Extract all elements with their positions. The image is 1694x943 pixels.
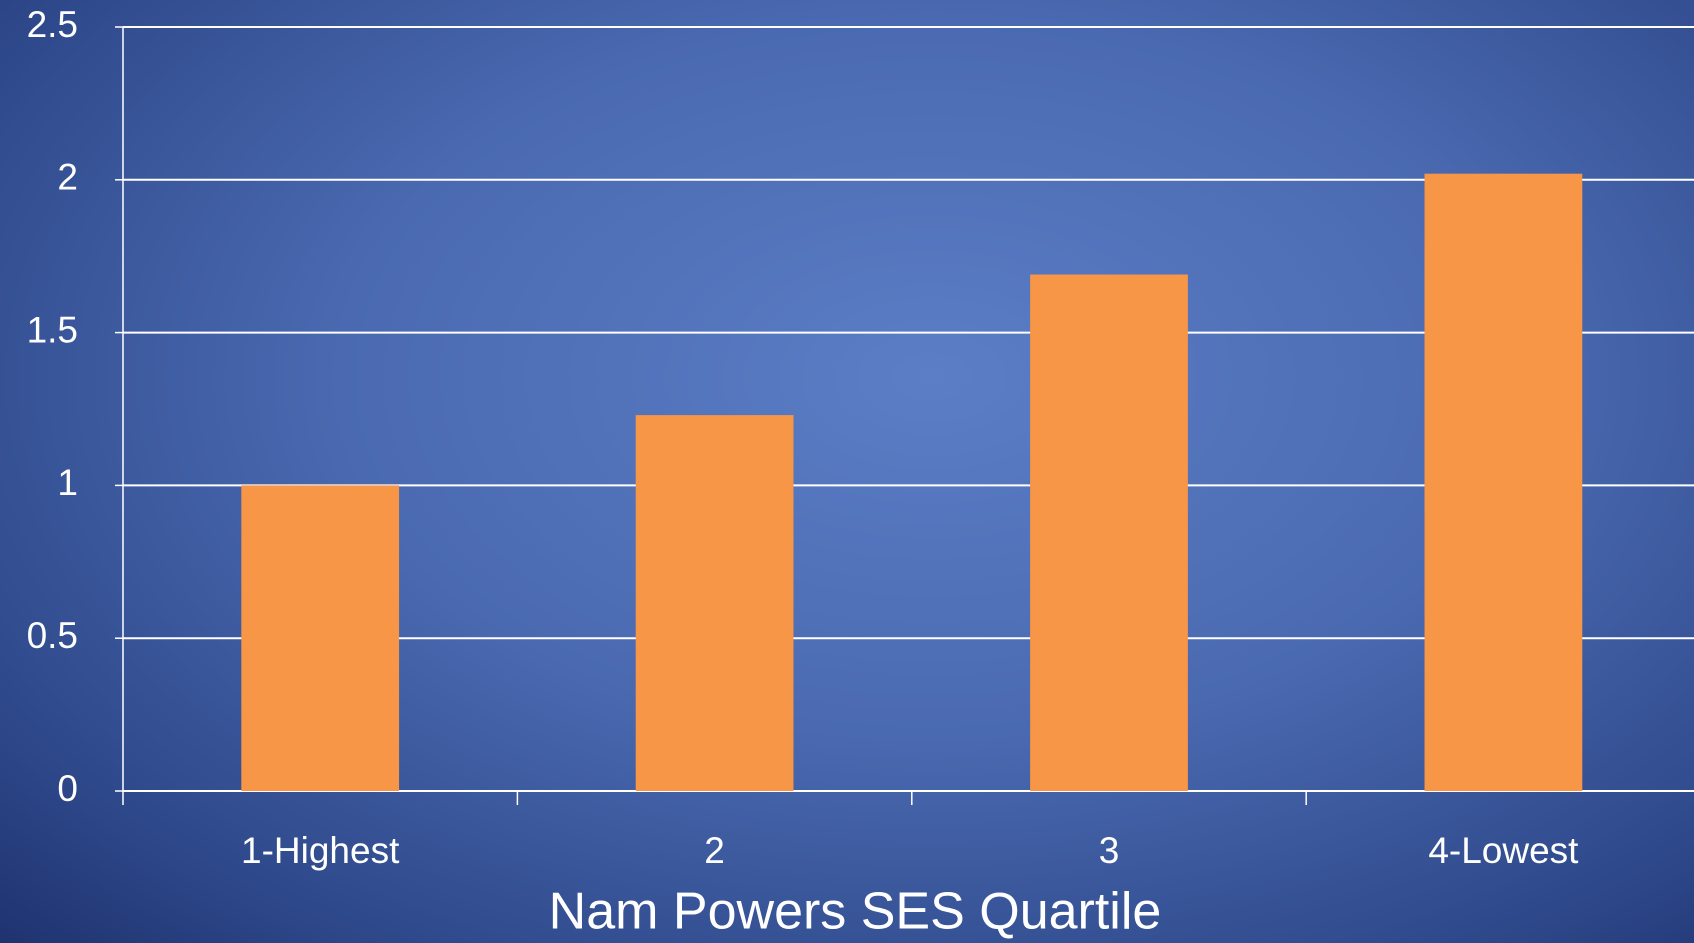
y-tick-label: 1: [57, 462, 78, 503]
bar: [635, 415, 794, 791]
x-axis-title: Nam Powers SES Quartile: [549, 883, 1162, 941]
y-tick-label: 0.5: [27, 615, 78, 656]
x-tick-label: 2: [704, 830, 725, 871]
bar: [241, 485, 400, 791]
x-tick-label: 3: [1099, 830, 1120, 871]
x-tick-label: 4-Lowest: [1428, 830, 1579, 871]
y-tick-label: 0: [57, 768, 78, 809]
y-tick-label: 1.5: [27, 309, 78, 350]
bar: [1030, 274, 1188, 791]
x-tick-label: 1-Highest: [241, 830, 400, 871]
y-tick-label: 2.5: [27, 4, 78, 45]
bar: [1424, 173, 1583, 792]
y-tick-label: 2: [57, 157, 78, 198]
